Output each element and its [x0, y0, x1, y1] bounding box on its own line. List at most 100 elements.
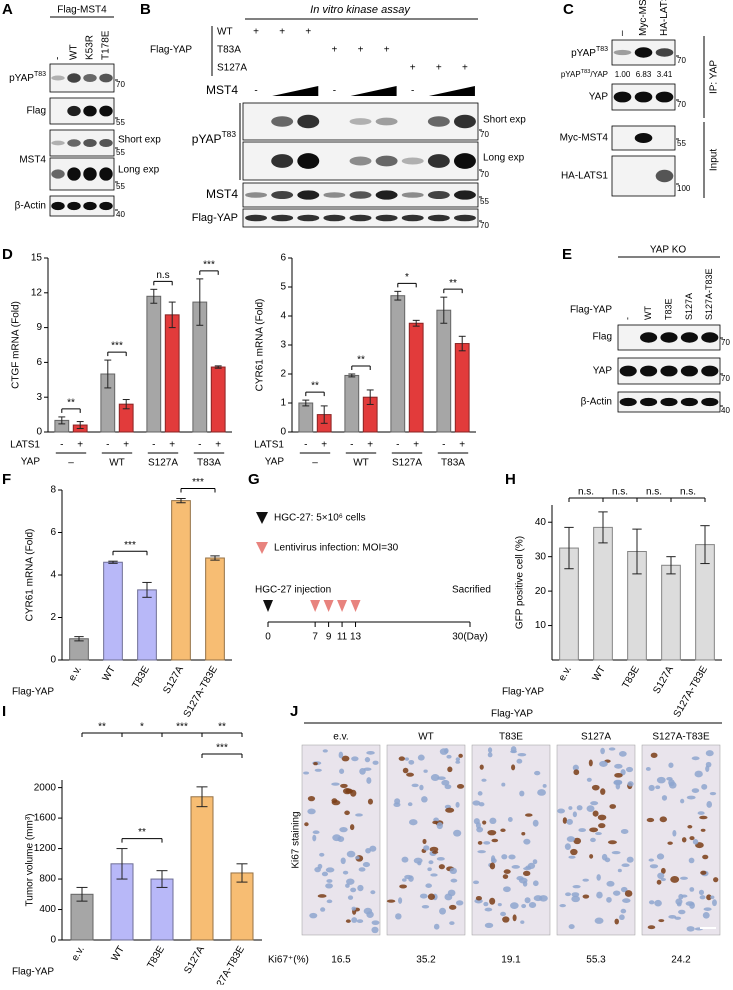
cell-nucleus	[608, 747, 616, 751]
cell-nucleus	[601, 853, 608, 861]
cell-nucleus	[614, 763, 623, 769]
blot-band	[640, 332, 658, 343]
cell-nucleus	[409, 819, 418, 826]
row-label: pYAPT83	[192, 129, 237, 146]
cell-nucleus	[681, 837, 687, 843]
cell-nucleus	[487, 752, 493, 758]
cell-nucleus	[394, 798, 401, 805]
cell-nucleus	[592, 810, 599, 817]
series-label: +	[367, 440, 373, 451]
significance-label: n.s.	[578, 487, 594, 498]
cell-nucleus	[344, 810, 350, 816]
blot-band	[655, 169, 674, 183]
y-tick-label: 1	[280, 398, 286, 409]
row-label: β-Actin	[15, 201, 46, 212]
cell-nucleus	[489, 817, 497, 825]
row-label: YAP	[593, 366, 613, 377]
row-label: WT	[217, 27, 233, 38]
cell-nucleus	[350, 887, 357, 893]
cell-nucleus	[455, 801, 460, 808]
lane-label: T83E	[663, 298, 673, 320]
x-tick-label: S127A	[148, 458, 178, 469]
x-axis-label: Flag-YAP	[12, 687, 54, 698]
cell-nucleus	[519, 790, 525, 797]
group-label: IP: YAP	[709, 60, 720, 94]
cell-nucleus	[356, 919, 364, 924]
cell-nucleus	[668, 762, 674, 768]
superscript: T83	[34, 71, 46, 78]
cell-nucleus	[436, 856, 445, 861]
cell-nucleus	[406, 772, 414, 777]
cell-nucleus	[612, 890, 621, 896]
cell-nucleus	[620, 908, 627, 914]
blot-band	[349, 214, 372, 222]
significance-label: *	[140, 722, 144, 733]
cell-nucleus	[568, 806, 573, 810]
cell-nucleus	[713, 877, 719, 883]
significance-label: n.s.	[612, 487, 628, 498]
x-tick-label: S127A-T83E	[209, 944, 247, 985]
blot-band	[701, 397, 719, 407]
cell-nucleus	[699, 815, 708, 820]
cell-nucleus	[537, 789, 546, 796]
panel-letter: I	[2, 703, 6, 720]
x-tick-label: –	[312, 458, 318, 469]
bar	[344, 374, 360, 433]
cell-nucleus	[571, 892, 580, 897]
cell-nucleus	[532, 880, 539, 887]
significance-label: **	[357, 355, 365, 366]
significance-label: ***	[203, 260, 215, 271]
x-tick-label: WT	[591, 664, 608, 683]
significance-label: ***	[111, 341, 123, 352]
cell-nucleus	[491, 838, 499, 843]
mw-marker: 70	[677, 100, 686, 109]
y-axis-label: Tumor volume (mm³)	[25, 814, 36, 907]
cell-nucleus	[525, 813, 533, 817]
cell-nucleus	[312, 830, 320, 834]
y-tick-label: 6	[280, 253, 286, 264]
condition-label: S127A-T83E	[652, 732, 710, 743]
histology-image	[641, 744, 721, 936]
blot-band	[453, 190, 476, 200]
cell-nucleus	[320, 907, 326, 912]
cell-nucleus	[524, 897, 531, 904]
y-tick-label: 10	[535, 620, 547, 631]
blot-band	[67, 201, 81, 211]
superscript: T83	[581, 69, 591, 75]
blot-band	[453, 153, 476, 169]
cell-nucleus	[483, 841, 491, 845]
panel-letter: F	[2, 471, 11, 488]
infection-marker	[310, 600, 321, 612]
cell-nucleus	[687, 825, 693, 829]
x-tick-label: S127A	[392, 458, 422, 469]
mw-marker: 70	[677, 56, 686, 65]
cell-nucleus	[542, 783, 547, 788]
cell-nucleus	[484, 922, 494, 928]
cell-nucleus	[411, 783, 419, 788]
row-label: Flag	[27, 106, 46, 117]
blot-band	[375, 117, 398, 126]
blot-band	[245, 192, 268, 198]
significance-label: ***	[216, 743, 228, 754]
timeline-label: Sacrified	[452, 585, 491, 596]
mw-marker: 55	[677, 139, 686, 148]
cell-nucleus	[568, 924, 575, 930]
dose-triangle	[428, 86, 475, 96]
quant-value: 16.5	[331, 955, 351, 966]
lane-mark: +	[410, 63, 416, 74]
y-tick-label: 4	[280, 311, 286, 322]
quant-value: 19.1	[501, 955, 521, 966]
blot-band	[401, 157, 424, 165]
blot-band	[349, 156, 372, 166]
cell-nucleus	[706, 801, 713, 808]
blot-band	[51, 201, 65, 211]
row-label: LATS1	[10, 440, 40, 451]
mw-marker: 100	[677, 184, 691, 193]
cell-nucleus	[646, 817, 655, 823]
blot-band	[99, 105, 113, 117]
blot-band	[83, 105, 97, 117]
cell-nucleus	[362, 862, 370, 868]
cell-nucleus	[611, 850, 621, 855]
cell-nucleus	[586, 805, 595, 812]
bar	[390, 295, 406, 433]
